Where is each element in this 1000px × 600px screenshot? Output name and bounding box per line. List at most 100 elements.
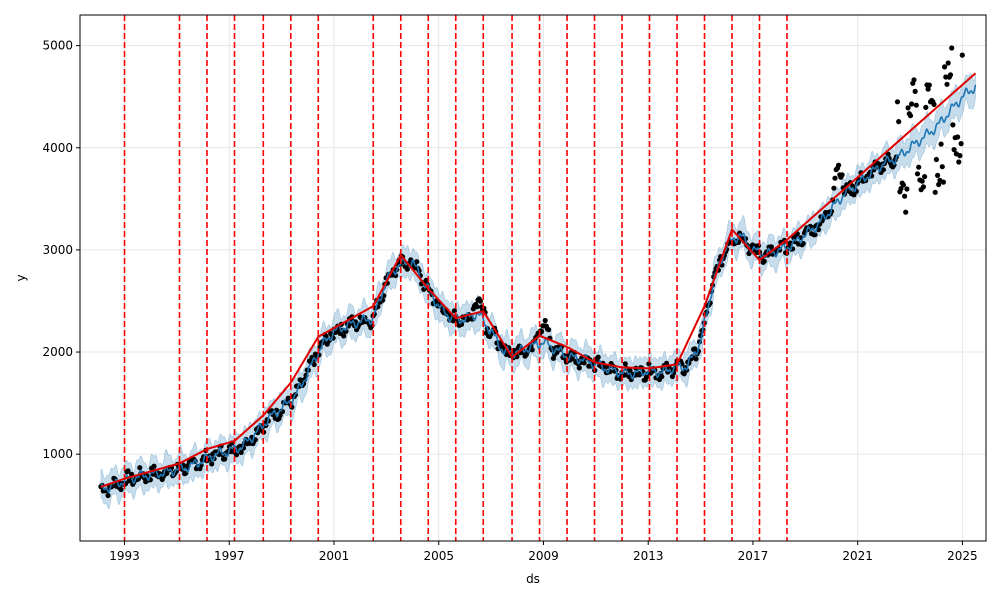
- y-tick-label: 5000: [42, 39, 73, 53]
- observed-point: [939, 164, 945, 170]
- observed-point: [933, 156, 940, 163]
- observed-point: [907, 113, 914, 119]
- observed-point: [947, 72, 954, 78]
- observed-point: [693, 356, 699, 362]
- observed-point: [222, 456, 228, 462]
- observed-point: [923, 104, 929, 110]
- x-tick-label: 2005: [423, 549, 454, 563]
- plot-frame: [79, 14, 987, 542]
- y-tick-label: 3000: [42, 243, 73, 257]
- observed-point: [903, 209, 909, 215]
- observed-point: [238, 449, 244, 455]
- observed-point: [956, 159, 962, 165]
- observed-point: [955, 134, 961, 140]
- y-axis-ticks: 1000 2000 3000 4000 5000: [42, 39, 80, 461]
- observed-point: [839, 172, 845, 178]
- observed-point: [768, 244, 775, 250]
- observed-point: [118, 486, 124, 493]
- forecast-series-line: [100, 84, 977, 494]
- trend-series-line: [100, 72, 977, 488]
- observed-point: [932, 189, 938, 195]
- x-tick-label: 2021: [842, 549, 873, 563]
- observed-point: [919, 178, 925, 184]
- observed-point: [935, 172, 941, 178]
- observed-point: [931, 101, 937, 107]
- x-axis-ticks: 1993 1997 2001 2005 2009 2013 2017 2021 2025: [109, 541, 978, 563]
- x-tick-label: 2001: [319, 549, 350, 563]
- observed-point: [922, 174, 928, 180]
- observed-point: [812, 232, 818, 238]
- observed-point: [926, 82, 932, 88]
- observed-point: [151, 463, 157, 469]
- grid-lines: [80, 15, 986, 541]
- observed-point: [916, 164, 922, 170]
- observed-point: [125, 468, 131, 474]
- observed-point: [836, 162, 842, 168]
- x-tick-label: 2025: [947, 549, 978, 563]
- x-tick-label: 2017: [738, 549, 769, 563]
- observed-point: [622, 361, 628, 367]
- observed-point: [529, 347, 535, 353]
- changepoint-lines: [123, 15, 788, 541]
- observed-point: [627, 367, 633, 373]
- observed-point: [546, 327, 552, 333]
- y-tick-label: 2000: [42, 345, 73, 359]
- observed-point: [902, 193, 908, 199]
- observed-point: [957, 153, 963, 159]
- trend-line: [100, 72, 977, 488]
- observed-point: [944, 81, 950, 87]
- x-tick-label: 2009: [528, 549, 559, 563]
- observed-point: [936, 181, 942, 188]
- observed-point: [595, 354, 601, 360]
- observed-point: [920, 184, 927, 190]
- observed-point: [949, 45, 955, 51]
- observed-point: [942, 64, 948, 70]
- observed-point: [913, 102, 919, 108]
- observed-point: [905, 105, 911, 111]
- observed-point: [164, 470, 170, 476]
- observed-point: [880, 167, 887, 173]
- observed-point: [831, 185, 837, 191]
- observed-point: [925, 86, 931, 92]
- observed-point: [909, 101, 915, 107]
- observed-point: [761, 258, 767, 264]
- observed-point: [341, 333, 347, 339]
- observed-point: [950, 122, 956, 128]
- observed-point: [404, 266, 410, 272]
- observed-point: [285, 395, 291, 401]
- observed-point: [832, 175, 838, 181]
- observed-point: [911, 77, 917, 83]
- observed-point: [898, 186, 904, 192]
- observed-point: [414, 259, 420, 265]
- observed-point: [951, 147, 957, 153]
- observed-point: [659, 374, 665, 380]
- observed-point: [896, 119, 902, 125]
- y-tick-label: 4000: [42, 141, 73, 155]
- observed-point: [945, 60, 951, 66]
- observed-point: [137, 465, 143, 471]
- y-tick-label: 1000: [42, 447, 73, 461]
- x-tick-label: 2013: [633, 549, 664, 563]
- forecast-line: [100, 84, 977, 494]
- observed-point: [311, 361, 317, 368]
- observed-point: [477, 298, 483, 304]
- observed-point: [958, 141, 964, 147]
- observed-point: [914, 171, 921, 177]
- observed-point: [209, 461, 215, 467]
- observed-point: [900, 182, 907, 188]
- observed-point: [474, 304, 480, 310]
- x-axis-label: ds: [526, 572, 540, 586]
- observed-point: [636, 372, 643, 378]
- x-tick-label: 1997: [214, 549, 245, 563]
- observed-point: [959, 52, 965, 58]
- y-axis-label: y: [14, 274, 28, 281]
- observed-point: [912, 88, 918, 94]
- observed-point: [542, 317, 548, 324]
- observed-point: [938, 141, 944, 147]
- x-tick-label: 1993: [109, 549, 140, 563]
- observed-point: [904, 186, 910, 192]
- observed-point: [894, 99, 901, 105]
- observed-point: [105, 492, 111, 499]
